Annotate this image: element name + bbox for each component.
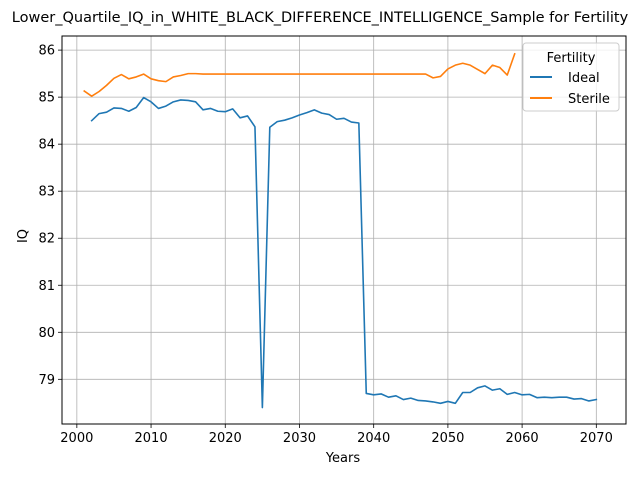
x-tick-label: 2050 bbox=[431, 431, 464, 446]
legend-label-sterile: Sterile bbox=[568, 92, 610, 107]
legend-label-ideal: Ideal bbox=[568, 71, 600, 86]
x-tick-label: 2070 bbox=[580, 431, 613, 446]
y-tick-label: 82 bbox=[38, 232, 55, 247]
y-tick-label: 83 bbox=[38, 185, 55, 200]
x-tick-label: 2040 bbox=[357, 431, 390, 446]
y-tick-label: 86 bbox=[38, 44, 55, 59]
x-tick-label: 2000 bbox=[60, 431, 93, 446]
legend-title: Fertility bbox=[547, 51, 596, 66]
y-tick-label: 84 bbox=[38, 138, 55, 153]
x-tick-label: 2010 bbox=[135, 431, 168, 446]
x-tick-label: 2030 bbox=[283, 431, 316, 446]
x-tick-label: 2020 bbox=[209, 431, 242, 446]
y-axis-label: IQ bbox=[16, 229, 31, 243]
y-tick-label: 81 bbox=[38, 279, 55, 294]
y-tick-label: 80 bbox=[38, 326, 55, 341]
legend: Fertility Ideal Sterile bbox=[523, 43, 619, 111]
y-tick-label: 85 bbox=[38, 91, 55, 106]
chart-title: Lower_Quartile_IQ_in_WHITE_BLACK_DIFFERE… bbox=[12, 10, 629, 26]
x-axis-label: Years bbox=[325, 451, 361, 466]
x-tick-label: 2060 bbox=[506, 431, 539, 446]
y-tick-label: 79 bbox=[38, 373, 55, 388]
